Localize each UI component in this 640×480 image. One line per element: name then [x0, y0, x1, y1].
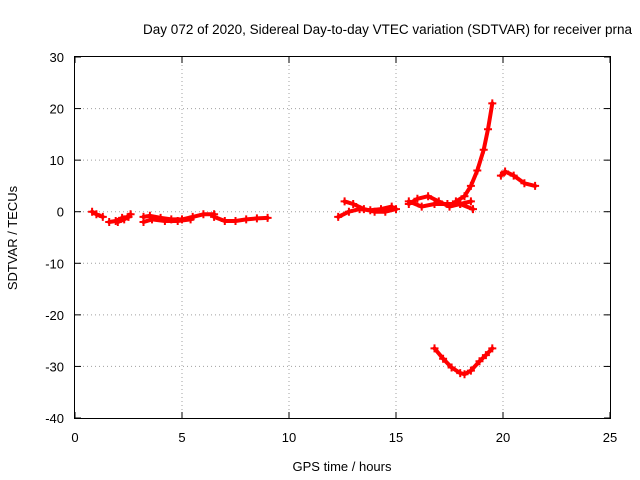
data-point: [413, 194, 422, 203]
x-tick-label: 10: [282, 430, 296, 445]
y-tick-label: -30: [45, 359, 64, 374]
data-point: [404, 197, 413, 206]
y-tick-label: -40: [45, 411, 64, 426]
data-point: [469, 205, 477, 214]
data-point: [344, 207, 353, 216]
data-series: [430, 344, 497, 379]
data-point: [242, 215, 251, 224]
data-point: [88, 207, 97, 216]
data-point: [481, 351, 490, 360]
data-point: [443, 200, 452, 208]
y-tick-label: -20: [45, 308, 64, 323]
series-layer: [88, 99, 540, 379]
data-point: [439, 354, 448, 363]
data-point: [334, 212, 343, 221]
data-point: [456, 369, 465, 378]
data-point: [479, 145, 488, 154]
chart-title: Day 072 of 2020, Sidereal Day-to-day VTE…: [143, 22, 632, 37]
data-point: [456, 200, 465, 208]
x-tick-label: 25: [603, 430, 617, 445]
data-point: [466, 366, 475, 375]
data-point: [509, 171, 518, 180]
data-point: [447, 363, 456, 372]
data-point: [417, 202, 426, 211]
data-point: [488, 344, 497, 353]
data-point: [98, 212, 107, 221]
data-point: [451, 197, 460, 206]
data-point: [475, 357, 484, 366]
data-series: [340, 197, 400, 216]
y-tick-label: 20: [50, 102, 64, 117]
x-tick-label: 20: [496, 430, 510, 445]
data-point: [173, 217, 182, 225]
data-series: [210, 212, 272, 225]
data-point: [126, 210, 135, 219]
data-point: [231, 217, 240, 225]
data-point: [381, 207, 390, 216]
data-series: [113, 210, 135, 226]
data-series: [451, 99, 497, 206]
x-axis-title: GPS time / hours: [293, 459, 392, 474]
data-point: [340, 197, 349, 206]
data-point: [263, 213, 272, 222]
data-series: [404, 197, 477, 214]
tick-layer: 0 5 10 15 20 25 -40 -30 -20 -10 0 10 20 30: [45, 50, 617, 445]
grid-layer: [75, 57, 610, 418]
data-point: [460, 370, 469, 379]
data-point: [496, 171, 505, 180]
data-point: [488, 99, 497, 108]
plot-frame: [74, 56, 611, 419]
data-point: [210, 212, 219, 221]
data-point: [160, 217, 169, 225]
y-tick-label: -10: [45, 256, 64, 271]
x-tick-label: 15: [389, 430, 403, 445]
x-tick-label: 5: [178, 430, 185, 445]
y-tick-label: 0: [57, 205, 64, 220]
data-point: [531, 181, 540, 190]
y-axis-title: SDTVAR / TECUs: [5, 185, 20, 290]
data-point: [220, 217, 229, 225]
data-point: [92, 210, 101, 219]
data-point: [466, 197, 475, 206]
data-point: [186, 215, 195, 224]
data-point: [349, 200, 358, 208]
data-point: [430, 344, 439, 353]
data-point: [113, 218, 122, 226]
y-tick-label: 30: [50, 50, 64, 65]
data-series: [496, 167, 540, 190]
y-tick-label: 10: [50, 153, 64, 168]
data-point: [424, 192, 433, 201]
data-point: [501, 167, 510, 176]
data-point: [392, 205, 400, 214]
data-point: [199, 210, 208, 219]
x-tick-label: 0: [71, 430, 78, 445]
data-point: [466, 181, 475, 190]
data-point: [148, 215, 156, 224]
data-series: [139, 215, 195, 226]
data-point: [139, 218, 148, 226]
data-point: [252, 214, 261, 223]
data-point: [359, 205, 368, 214]
data-point: [430, 200, 439, 208]
data-series: [88, 207, 107, 221]
data-point: [460, 192, 469, 201]
data-point: [520, 179, 529, 188]
data-point: [120, 215, 129, 224]
data-point: [473, 166, 482, 175]
data-point: [484, 125, 492, 134]
data-point: [370, 207, 379, 216]
